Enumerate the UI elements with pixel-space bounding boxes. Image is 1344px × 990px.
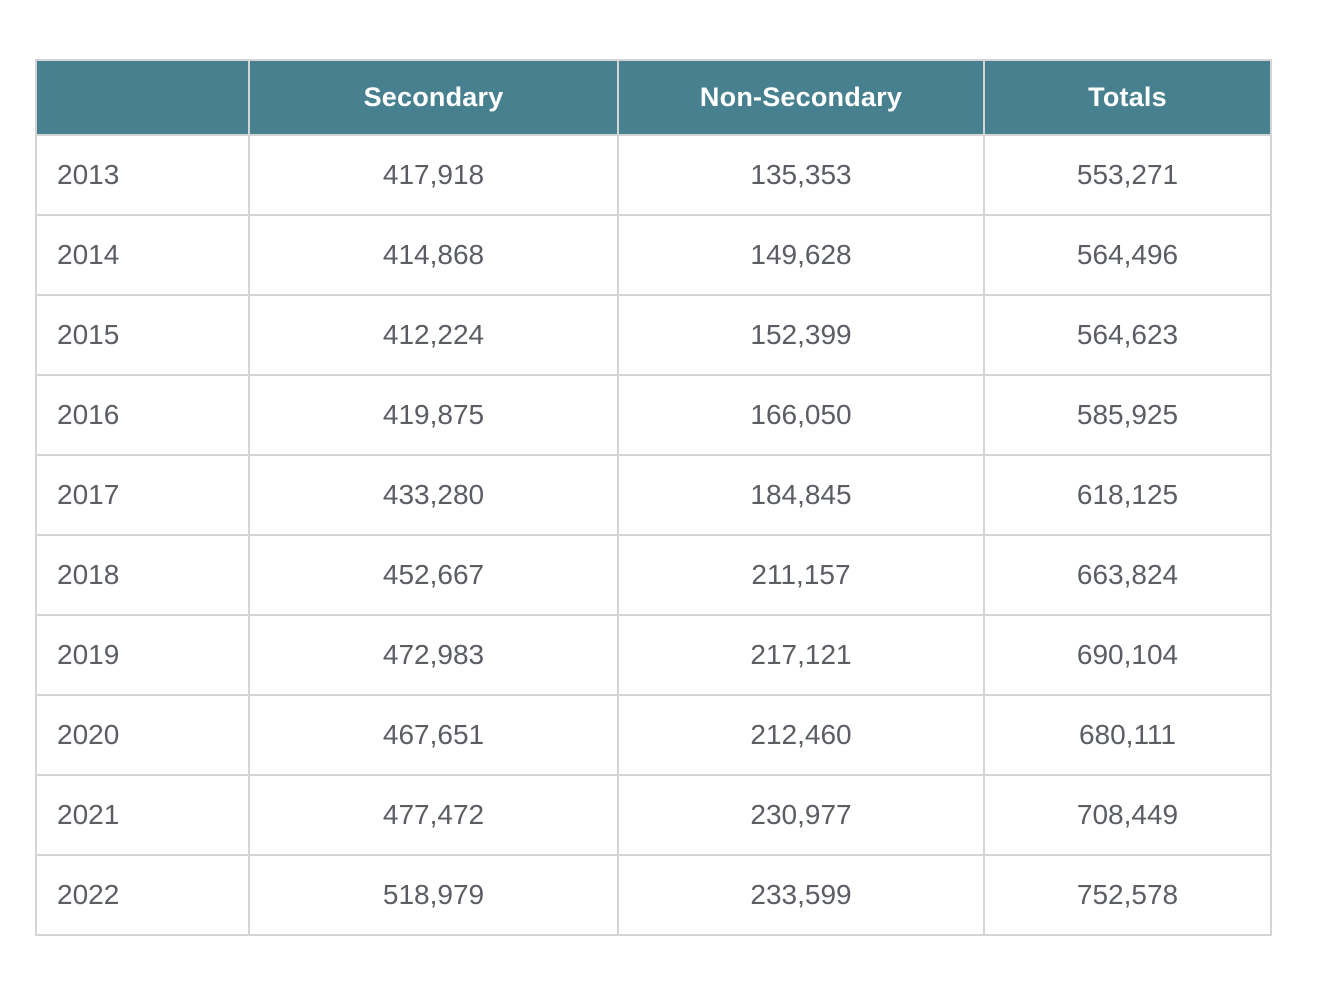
header-cell-secondary: Secondary xyxy=(248,59,619,136)
secondary-cell: 417,918 xyxy=(248,134,619,216)
table-row: 2015 412,224 152,399 564,623 xyxy=(35,294,1272,376)
table-row: 2014 414,868 149,628 564,496 xyxy=(35,214,1272,296)
table-row: 2018 452,667 211,157 663,824 xyxy=(35,534,1272,616)
table-row: 2016 419,875 166,050 585,925 xyxy=(35,374,1272,456)
data-table: Secondary Non-Secondary Totals 2013 417,… xyxy=(35,59,1272,936)
totals-cell: 564,496 xyxy=(983,214,1272,296)
totals-cell: 708,449 xyxy=(983,774,1272,856)
non-secondary-cell: 166,050 xyxy=(617,374,985,456)
year-cell: 2017 xyxy=(35,454,250,536)
secondary-cell: 472,983 xyxy=(248,614,619,696)
year-cell: 2018 xyxy=(35,534,250,616)
non-secondary-cell: 184,845 xyxy=(617,454,985,536)
totals-cell: 585,925 xyxy=(983,374,1272,456)
header-cell-non-secondary: Non-Secondary xyxy=(617,59,985,136)
non-secondary-cell: 233,599 xyxy=(617,854,985,936)
non-secondary-cell: 211,157 xyxy=(617,534,985,616)
table-header-row: Secondary Non-Secondary Totals xyxy=(35,59,1272,136)
year-cell: 2019 xyxy=(35,614,250,696)
header-cell-year xyxy=(35,59,250,136)
year-cell: 2013 xyxy=(35,134,250,216)
non-secondary-cell: 230,977 xyxy=(617,774,985,856)
table-row: 2017 433,280 184,845 618,125 xyxy=(35,454,1272,536)
non-secondary-cell: 135,353 xyxy=(617,134,985,216)
header-cell-totals: Totals xyxy=(983,59,1272,136)
non-secondary-cell: 152,399 xyxy=(617,294,985,376)
secondary-cell: 477,472 xyxy=(248,774,619,856)
secondary-cell: 412,224 xyxy=(248,294,619,376)
secondary-cell: 419,875 xyxy=(248,374,619,456)
secondary-cell: 452,667 xyxy=(248,534,619,616)
totals-cell: 564,623 xyxy=(983,294,1272,376)
totals-cell: 752,578 xyxy=(983,854,1272,936)
secondary-cell: 414,868 xyxy=(248,214,619,296)
year-cell: 2014 xyxy=(35,214,250,296)
table-row: 2020 467,651 212,460 680,111 xyxy=(35,694,1272,776)
totals-cell: 553,271 xyxy=(983,134,1272,216)
totals-cell: 680,111 xyxy=(983,694,1272,776)
secondary-cell: 518,979 xyxy=(248,854,619,936)
non-secondary-cell: 212,460 xyxy=(617,694,985,776)
non-secondary-cell: 217,121 xyxy=(617,614,985,696)
table-row: 2019 472,983 217,121 690,104 xyxy=(35,614,1272,696)
totals-cell: 663,824 xyxy=(983,534,1272,616)
year-cell: 2022 xyxy=(35,854,250,936)
table-row: 2022 518,979 233,599 752,578 xyxy=(35,854,1272,936)
non-secondary-cell: 149,628 xyxy=(617,214,985,296)
secondary-cell: 467,651 xyxy=(248,694,619,776)
table-row: 2013 417,918 135,353 553,271 xyxy=(35,134,1272,216)
year-cell: 2015 xyxy=(35,294,250,376)
totals-cell: 690,104 xyxy=(983,614,1272,696)
year-cell: 2020 xyxy=(35,694,250,776)
year-cell: 2016 xyxy=(35,374,250,456)
secondary-cell: 433,280 xyxy=(248,454,619,536)
totals-cell: 618,125 xyxy=(983,454,1272,536)
year-cell: 2021 xyxy=(35,774,250,856)
table-row: 2021 477,472 230,977 708,449 xyxy=(35,774,1272,856)
